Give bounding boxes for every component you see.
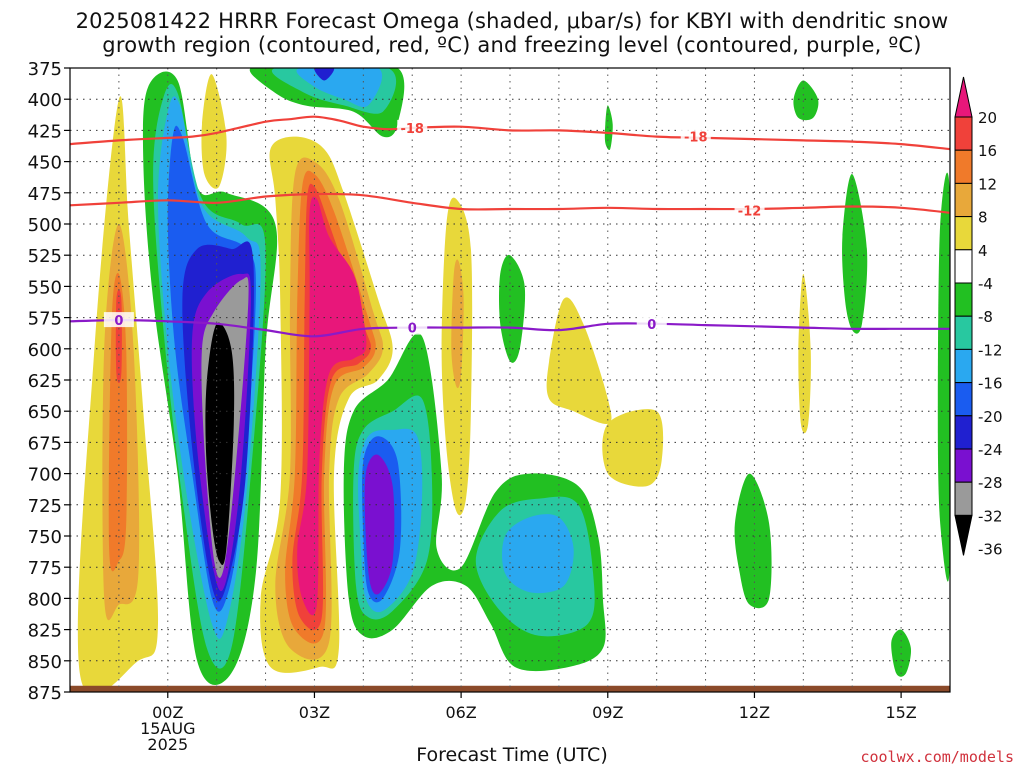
y-tick-label-800: 800 — [28, 589, 62, 610]
colorbar-label--12: -12 — [978, 341, 1003, 359]
ground-band — [70, 685, 950, 692]
colorbar-band-9 — [954, 382, 973, 417]
y-tick-label-575: 575 — [28, 309, 62, 330]
omega-area-yellow-13z — [798, 273, 811, 434]
y-tick-label-475: 475 — [28, 184, 62, 205]
colorbar-band-12 — [954, 481, 973, 516]
y-tick-label-750: 750 — [28, 527, 62, 548]
colorbar-label--4: -4 — [978, 275, 993, 293]
colorbar-label-12: 12 — [978, 175, 997, 193]
y-tick-label-775: 775 — [28, 558, 62, 579]
x-tick-label-06Z: 06Z — [445, 703, 476, 722]
omega-area-green-13z-top — [793, 80, 819, 121]
grid-lines — [70, 68, 950, 692]
omega-area-green-12z — [734, 473, 772, 609]
freezing-level-contour-0-label-bg-2 — [636, 315, 667, 331]
dgz-contour-minus18-label-1: -18 — [684, 131, 708, 146]
omega-area-green-16z — [937, 172, 950, 582]
x-axis-label: Forecast Time (UTC) — [416, 744, 608, 766]
colorbar-label--16: -16 — [978, 375, 1003, 393]
chart-title-line-1: 2025081422 HRRR Forecast Omega (shaded, … — [75, 9, 949, 33]
y-tick-label-525: 525 — [28, 246, 62, 267]
colorbar-band-10 — [954, 415, 973, 450]
omega-area-orange-6z — [451, 259, 464, 389]
colorbar-band-11 — [954, 448, 973, 483]
omega-area-indigo-top — [314, 68, 335, 81]
colorbar-label--20: -20 — [978, 408, 1003, 426]
colorbar-label--24: -24 — [978, 441, 1003, 459]
y-tick-label-400: 400 — [28, 90, 62, 111]
x-tick-label-15Z: 15Z — [885, 703, 916, 722]
y-tick-label-450: 450 — [28, 153, 62, 174]
omega-area-yellow-9z — [602, 409, 664, 487]
x-tick-label-03Z: 03Z — [299, 703, 330, 722]
colorbar-bottom-triangle — [954, 514, 973, 556]
omega-area-red-early — [115, 289, 122, 384]
x-tick-label-12Z: 12Z — [739, 703, 770, 722]
colorbar-band-1 — [954, 116, 973, 151]
dgz-contour-minus18-label-bg-1 — [680, 128, 711, 144]
x-tick-label-00Z: 00Z — [152, 703, 183, 722]
freezing-level-contour-0-label-1: 0 — [408, 322, 417, 337]
omega-area-yellow-left-top — [201, 74, 227, 189]
colorbar: 20 16 12 8 4 -4 -8 -12 -16 -20 -24 -28 -32 -36 — [954, 76, 1003, 559]
temperature-contours: -18 -18 -12 0 0 0 — [70, 115, 950, 338]
dgz-contour-minus18-label-bg-0 — [397, 119, 428, 135]
y-tick-label-825: 825 — [28, 621, 62, 642]
y-tick-label-675: 675 — [28, 433, 62, 454]
freezing-level-contour-0 — [70, 318, 950, 338]
freezing-level-contour-0-label-2: 0 — [647, 318, 656, 333]
y-tick-label-875: 875 — [28, 683, 62, 704]
y-tick-label-600: 600 — [28, 340, 62, 361]
y-tick-label-500: 500 — [28, 215, 62, 236]
colorbar-band-4 — [954, 216, 973, 251]
dgz-contour-minus12-label-0: -12 — [738, 204, 762, 219]
omega-area-purple-lower — [364, 454, 395, 595]
colorbar-label-8: 8 — [978, 209, 988, 227]
y-tick-label-725: 725 — [28, 496, 62, 517]
colorbar-top-triangle — [954, 76, 973, 118]
y-axis: 375 400 425 450 475 500 525 550 575 600 625 650 675 7… — [28, 59, 70, 704]
omega-area-green-7z — [499, 254, 526, 363]
y-tick-label-625: 625 — [28, 371, 62, 392]
dgz-contour-minus18-label-0: -18 — [400, 122, 424, 137]
freezing-level-contour-0-label-bg-1 — [397, 319, 428, 335]
colorbar-label-20: 20 — [978, 109, 997, 127]
colorbar-band-5 — [954, 249, 973, 284]
site-credit[interactable]: coolwx.com/models — [860, 748, 1014, 766]
y-tick-label-550: 550 — [28, 277, 62, 298]
y-tick-label-375: 375 — [28, 59, 62, 80]
omega-area-green-9z-top — [604, 105, 613, 151]
colorbar-band-3 — [954, 182, 973, 218]
colorbar-label--32: -32 — [978, 507, 1003, 525]
y-tick-label-650: 650 — [28, 402, 62, 423]
freezing-level-contour-0-label-bg-0 — [103, 312, 134, 328]
dgz-contour-minus12-label-bg-0 — [734, 202, 765, 218]
y-tick-label-425: 425 — [28, 121, 62, 142]
y-tick-label-850: 850 — [28, 652, 62, 673]
freezing-level-contour-0-label-0: 0 — [114, 314, 123, 329]
colorbar-label--28: -28 — [978, 474, 1003, 492]
x-tick-date: 15AUG — [140, 719, 195, 738]
colorbar-band-8 — [954, 348, 973, 384]
colorbar-label-16: 16 — [978, 142, 997, 160]
colorbar-band-6 — [954, 282, 973, 317]
dgz-contour-minus12 — [70, 192, 950, 214]
omega-area-blue-lower2 — [502, 514, 574, 594]
x-tick-year: 2025 — [147, 735, 188, 754]
omega-area-orange2-early — [108, 272, 128, 572]
omega-area-blue-top — [296, 68, 383, 108]
colorbar-band-7 — [954, 315, 973, 350]
y-tick-label-700: 700 — [28, 465, 62, 486]
colorbar-label-4: 4 — [978, 242, 988, 260]
colorbar-label--8: -8 — [978, 308, 993, 326]
colorbar-band-2 — [954, 149, 973, 184]
omega-area-green-14z — [842, 174, 868, 334]
x-tick-label-09Z: 09Z — [592, 703, 623, 722]
colorbar-label--36: -36 — [978, 541, 1003, 559]
chart-title-line-2: growth region (contoured, red, ºC) and f… — [102, 33, 922, 57]
